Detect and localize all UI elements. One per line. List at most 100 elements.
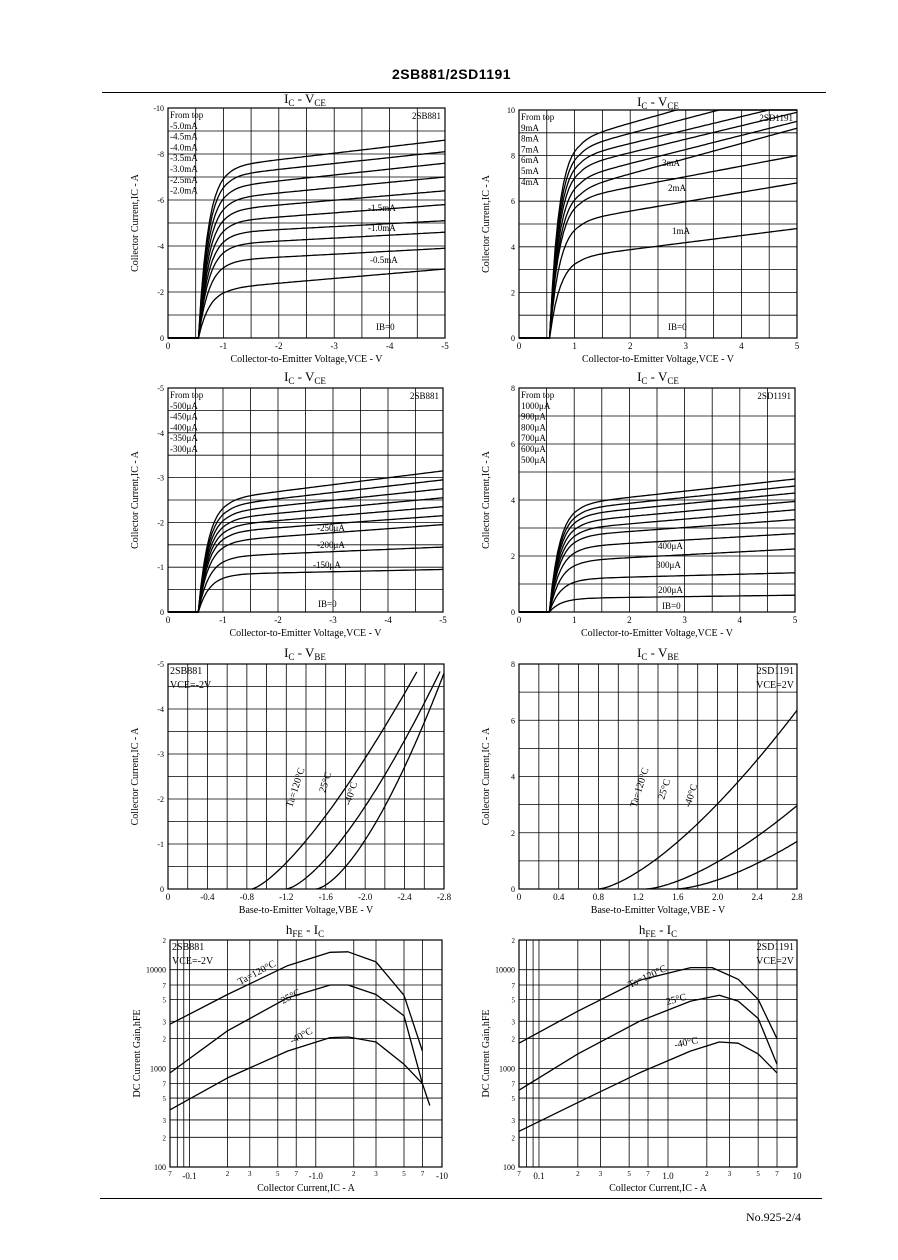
curve-label: -40°C <box>673 1035 699 1051</box>
y-tick-label: 4 <box>511 243 515 252</box>
x-tick-label: -4 <box>384 615 392 625</box>
legend-entry: -350μA <box>170 433 198 443</box>
device-label: 2SD1191 <box>759 113 793 123</box>
plot-frame <box>518 663 798 890</box>
y-minor-tick-label: 2 <box>512 1134 516 1142</box>
y-tick-label: -2 <box>157 518 164 527</box>
x-axis-label: Collector Current,IC - A <box>609 1183 708 1194</box>
chart-p7 <box>169 939 443 1168</box>
legend-entry: From top <box>170 390 204 400</box>
x-minor-tick-label: 3 <box>728 1170 732 1178</box>
y-minor-tick-label: 7 <box>512 982 516 990</box>
curve-900μA <box>519 485 796 613</box>
y-tick-label: 2 <box>511 552 515 561</box>
x-axis-label: Collector-to-Emitter Voltage,VCE - V <box>581 628 734 639</box>
y-minor-tick-label: 2 <box>512 937 516 945</box>
y-tick-label: 8 <box>511 660 515 669</box>
legend-entry: 2SB881 <box>172 942 204 953</box>
legend-entry: 800μA <box>521 422 546 432</box>
curve-25°C <box>518 994 778 1091</box>
curve-label: IB=0 <box>318 599 337 609</box>
x-tick-label: -2.8 <box>437 892 452 902</box>
chart-p8 <box>518 939 798 1168</box>
y-tick-label: 6 <box>511 440 515 449</box>
curve-100μA <box>519 594 795 613</box>
y-tick-label: -10 <box>153 104 164 113</box>
y-tick-label: 0 <box>160 608 164 617</box>
x-minor-tick-label: 3 <box>248 1170 252 1178</box>
page-title: 2SB881/2SD1191 <box>392 66 512 82</box>
chart-title: IC - VCE <box>284 369 326 386</box>
curve--3.0mA <box>168 190 446 339</box>
x-tick-label: -0.1 <box>182 1171 196 1181</box>
curve-7mA <box>519 109 797 339</box>
device-label: 2SD1191 <box>757 391 791 401</box>
curve-label: -200μA <box>317 540 345 550</box>
y-tick-label: 2 <box>511 829 515 838</box>
legend-entry: 700μA <box>521 433 546 443</box>
x-tick-label: 0 <box>166 892 171 902</box>
x-tick-label: 0 <box>517 892 522 902</box>
x-tick-label: 2 <box>627 615 632 625</box>
y-minor-tick-label: 5 <box>163 1095 167 1103</box>
legend-entry: -3.0mA <box>170 164 198 174</box>
curve--40°C <box>675 840 798 890</box>
plot-frame <box>518 939 798 1168</box>
y-tick-label: 1000 <box>150 1064 166 1073</box>
x-tick-label: 10 <box>793 1171 803 1181</box>
y-axis-label: DC Current Gain,hFE <box>481 1009 492 1097</box>
y-tick-label: 4 <box>511 496 515 505</box>
curve-label: Ta=120°C <box>284 766 307 809</box>
y-tick-label: 10 <box>507 106 515 115</box>
x-tick-label: -1.2 <box>279 892 293 902</box>
x-tick-label: -2.4 <box>397 892 412 902</box>
curve-label: 25°C <box>665 992 688 1008</box>
legend-entry: 2SD1191 <box>757 942 794 953</box>
legend-entry: 2SD1191 <box>757 666 794 677</box>
legend-entry: 2SB881 <box>170 666 202 677</box>
legend-entry: -450μA <box>170 412 198 422</box>
x-tick-label: -1 <box>220 341 228 351</box>
curve-label: -150μA <box>313 560 341 570</box>
y-minor-tick-label: 2 <box>163 1036 167 1044</box>
chart-p2 <box>518 109 798 339</box>
curve--40°C <box>518 1041 778 1132</box>
x-axis-label: Collector-to-Emitter Voltage,VCE - V <box>230 628 383 639</box>
curve-label: -0.5mA <box>370 255 398 265</box>
chart-title: IC - VBE <box>637 645 679 662</box>
y-minor-tick-label: 2 <box>512 1036 516 1044</box>
x-tick-label: 2 <box>628 341 633 351</box>
x-tick-label: 0 <box>517 615 522 625</box>
y-tick-label: -1 <box>157 563 164 572</box>
x-tick-label: -10 <box>436 1171 448 1181</box>
x-minor-tick-label: 7 <box>517 1170 521 1178</box>
curve-label: -1.5mA <box>368 203 396 213</box>
y-axis-label: DC Current Gain,hFE <box>132 1009 143 1097</box>
x-minor-tick-label: 5 <box>627 1170 631 1178</box>
y-minor-tick-label: 3 <box>512 1117 516 1125</box>
curve-label: 1mA <box>672 226 691 236</box>
x-tick-label: -5 <box>439 615 447 625</box>
curve-4mA <box>519 127 798 339</box>
y-axis-label: Collector Current,IC - A <box>481 450 492 549</box>
x-tick-label: 3 <box>682 615 687 625</box>
curve-1000μA <box>519 478 796 613</box>
plot-frame <box>169 939 443 1168</box>
x-minor-tick-label: 2 <box>226 1170 230 1178</box>
legend-entry: -300μA <box>170 444 198 454</box>
plot-frame <box>167 107 446 339</box>
y-tick-label: -3 <box>157 474 164 483</box>
y-axis-label: Collector Current,IC - A <box>130 173 141 272</box>
plot-frame <box>167 663 445 890</box>
x-tick-label: 0 <box>166 615 171 625</box>
legend-entry: 900μA <box>521 412 546 422</box>
y-tick-label: 0 <box>160 334 164 343</box>
curve-label: 400μA <box>658 541 683 551</box>
x-tick-label: -1 <box>219 615 227 625</box>
legend-entry: VCE=2V <box>756 680 795 691</box>
curve-label: IB=0 <box>668 322 687 332</box>
curve--350μA <box>168 497 444 613</box>
x-minor-tick-label: 7 <box>168 1170 172 1178</box>
y-minor-tick-label: 7 <box>512 1081 516 1089</box>
